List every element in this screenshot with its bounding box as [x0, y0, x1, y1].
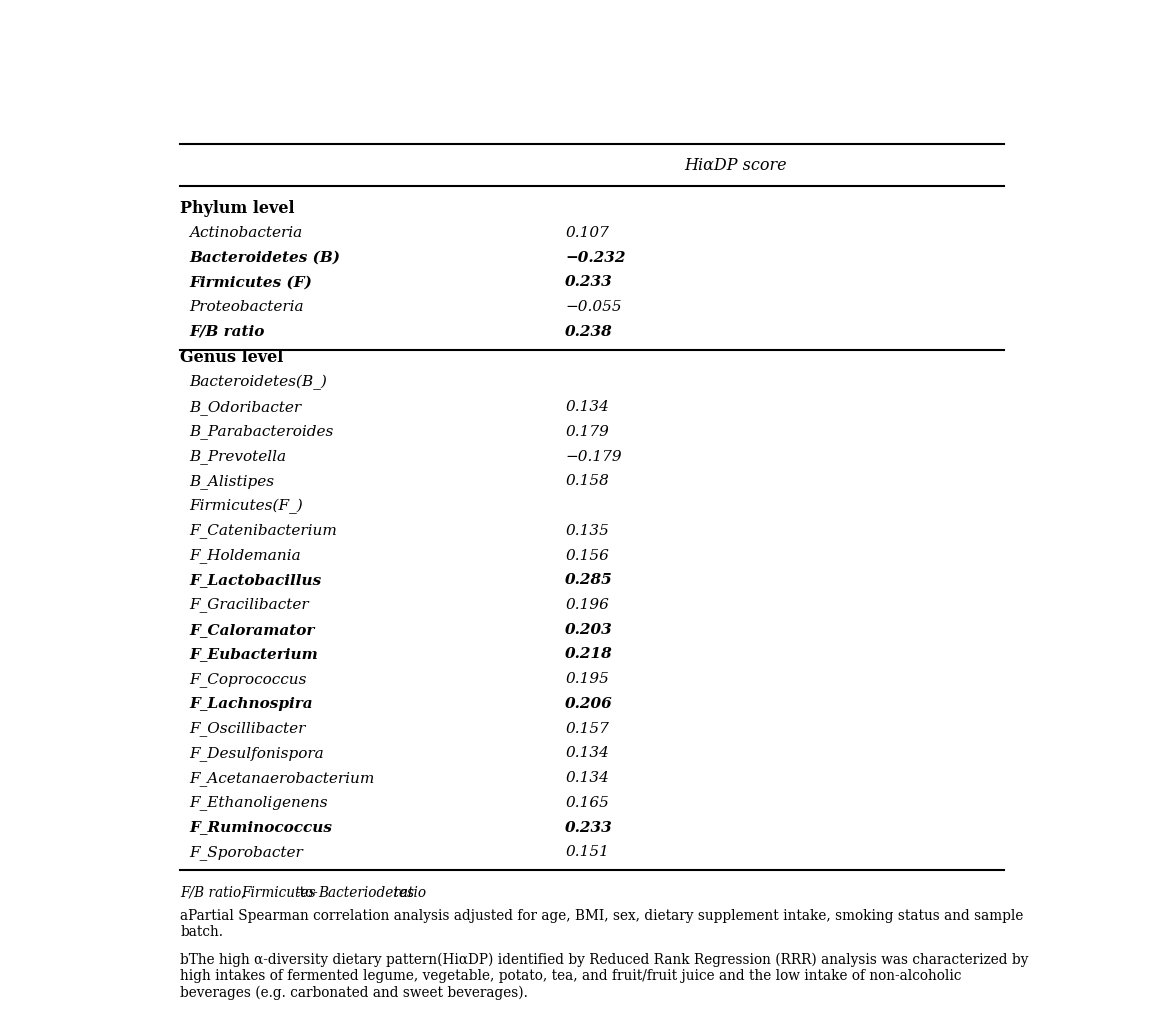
Text: F_Catenibacterium: F_Catenibacterium — [189, 523, 337, 539]
Text: F_Lachnospira: F_Lachnospira — [189, 697, 313, 711]
Text: HiαDP score: HiαDP score — [684, 156, 787, 174]
Text: F_Holdemania: F_Holdemania — [189, 548, 301, 563]
Text: Genus level: Genus level — [180, 349, 283, 366]
Text: F/B ratio: F/B ratio — [189, 324, 264, 339]
Text: Firmicutes (F): Firmicutes (F) — [189, 276, 312, 289]
Text: Bacteroidetes(B_): Bacteroidetes(B_) — [189, 375, 327, 390]
Text: F_Oscillibacter: F_Oscillibacter — [189, 721, 306, 736]
Text: B_Prevotella: B_Prevotella — [189, 450, 286, 464]
Text: −0.232: −0.232 — [565, 251, 626, 264]
Text: F_Sporobacter: F_Sporobacter — [189, 844, 303, 860]
Text: aPartial Spearman correlation analysis adjusted for age, BMI, sex, dietary suppl: aPartial Spearman correlation analysis a… — [180, 910, 1023, 940]
Text: B_Odoribacter: B_Odoribacter — [189, 400, 301, 414]
Text: 0.196: 0.196 — [565, 598, 609, 612]
Text: Phylum level: Phylum level — [180, 200, 295, 217]
Text: bThe high α-diversity dietary pattern(HiαDP) identified by Reduced Rank Regressi: bThe high α-diversity dietary pattern(Hi… — [180, 952, 1029, 1000]
Text: B_Parabacteroides: B_Parabacteroides — [189, 425, 334, 439]
Text: F_Acetanaerobacterium: F_Acetanaerobacterium — [189, 771, 374, 785]
Text: 0.233: 0.233 — [565, 821, 613, 835]
Text: 0.134: 0.134 — [565, 771, 609, 785]
Text: F_Ethanoligenens: F_Ethanoligenens — [189, 796, 328, 810]
Text: 0.134: 0.134 — [565, 746, 609, 760]
Text: B_Alistipes: B_Alistipes — [189, 473, 274, 489]
Text: 0.134: 0.134 — [565, 400, 609, 414]
Text: F_Lactobacillus: F_Lactobacillus — [189, 573, 321, 587]
Text: Firmicutes: Firmicutes — [240, 886, 315, 899]
Text: Proteobacteria: Proteobacteria — [189, 300, 304, 314]
Text: ratio: ratio — [389, 886, 426, 899]
Text: F_Ruminococcus: F_Ruminococcus — [189, 821, 333, 835]
Text: Bacteriodetes: Bacteriodetes — [318, 886, 413, 899]
Text: −0.179: −0.179 — [565, 450, 621, 463]
Text: Bacteroidetes (B): Bacteroidetes (B) — [189, 251, 340, 264]
Text: 0.195: 0.195 — [565, 672, 609, 686]
Text: F_Caloramator: F_Caloramator — [189, 623, 314, 637]
Text: Firmicutes(F_): Firmicutes(F_) — [189, 498, 303, 514]
Text: 0.151: 0.151 — [565, 845, 609, 859]
Text: F/B ratio,: F/B ratio, — [180, 886, 251, 899]
Text: F_Gracilibacter: F_Gracilibacter — [189, 598, 308, 612]
Text: 0.233: 0.233 — [565, 276, 613, 289]
Text: 0.179: 0.179 — [565, 425, 609, 439]
Text: 0.285: 0.285 — [565, 573, 613, 587]
Text: 0.158: 0.158 — [565, 474, 609, 488]
Text: -to-: -to- — [296, 886, 319, 899]
Text: 0.107: 0.107 — [565, 226, 609, 239]
Text: 0.157: 0.157 — [565, 722, 609, 736]
Text: −0.055: −0.055 — [565, 300, 621, 314]
Text: 0.203: 0.203 — [565, 623, 613, 637]
Text: Actinobacteria: Actinobacteria — [189, 226, 303, 239]
Text: 0.218: 0.218 — [565, 648, 613, 661]
Text: F_Coprococcus: F_Coprococcus — [189, 671, 306, 687]
Text: F_Desulfonispora: F_Desulfonispora — [189, 746, 323, 760]
Text: 0.238: 0.238 — [565, 324, 613, 339]
Text: 0.165: 0.165 — [565, 796, 609, 810]
Text: 0.206: 0.206 — [565, 697, 613, 711]
Text: 0.156: 0.156 — [565, 548, 609, 563]
Text: 0.135: 0.135 — [565, 524, 609, 538]
Text: F_Eubacterium: F_Eubacterium — [189, 648, 318, 661]
